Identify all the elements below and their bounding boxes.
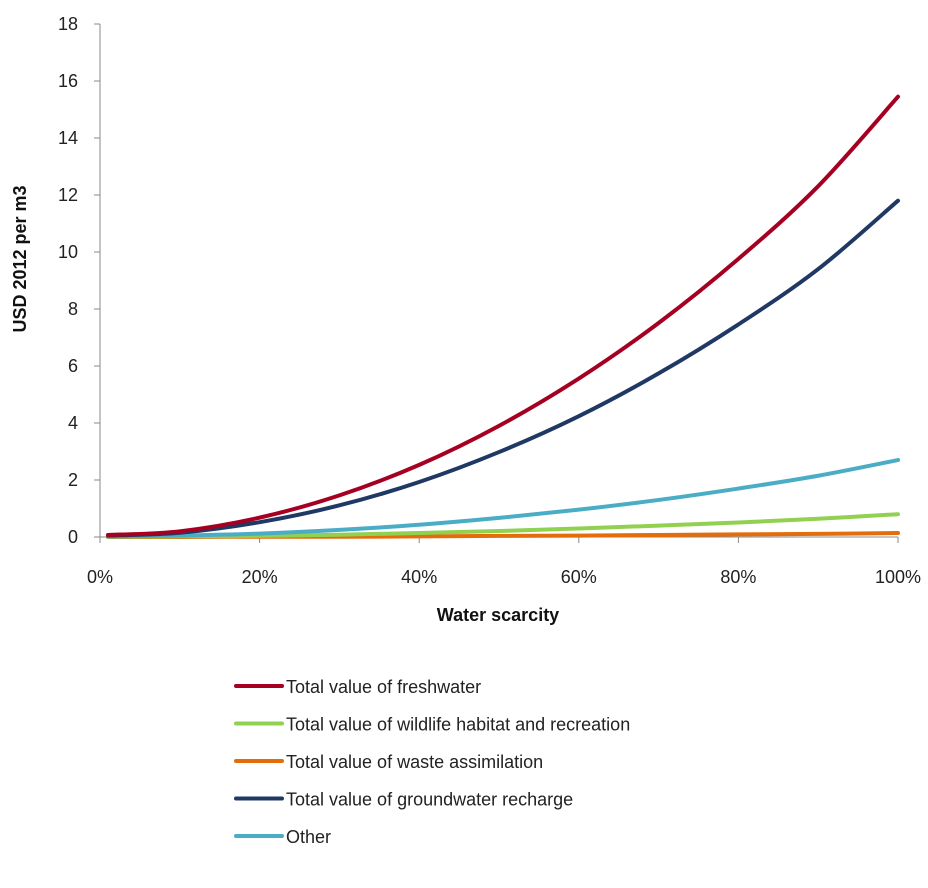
x-tick-label: 40% bbox=[401, 567, 437, 587]
y-tick-label: 18 bbox=[58, 14, 78, 34]
series-line-3 bbox=[105, 198, 900, 538]
legend: Total value of freshwater Total value of … bbox=[234, 677, 630, 847]
y-tick-label: 8 bbox=[68, 299, 78, 319]
y-tick-label: 12 bbox=[58, 185, 78, 205]
y-tick-label: 6 bbox=[68, 356, 78, 376]
y-tick-label: 4 bbox=[68, 413, 78, 433]
x-tick-label: 20% bbox=[242, 567, 278, 587]
x-tick-label: 100% bbox=[875, 567, 921, 587]
legend-label: Total value of waste assimilation bbox=[286, 752, 543, 772]
y-tick-label: 14 bbox=[58, 128, 78, 148]
y-tick-label: 10 bbox=[58, 242, 78, 262]
y-tick-label: 0 bbox=[68, 527, 78, 547]
y-tick-label: 16 bbox=[58, 71, 78, 91]
x-tick-label: 60% bbox=[561, 567, 597, 587]
series-line-4 bbox=[105, 458, 900, 539]
x-axis-title: Water scarcity bbox=[437, 605, 559, 625]
x-tick-label: 0% bbox=[87, 567, 113, 587]
legend-label: Total value of freshwater bbox=[286, 677, 481, 697]
x-axis-ticks: 0% 20% 40% 60% 80% 100% bbox=[87, 537, 921, 587]
plot-series bbox=[105, 94, 900, 540]
legend-label: Other bbox=[286, 827, 331, 847]
legend-label: Total value of groundwater recharge bbox=[286, 790, 573, 810]
y-tick-label: 2 bbox=[68, 470, 78, 490]
series-line-0 bbox=[105, 94, 900, 537]
y-axis-ticks: 0 2 4 6 8 10 12 14 16 18 bbox=[58, 14, 100, 547]
x-tick-label: 80% bbox=[720, 567, 756, 587]
legend-label: Total value of wildlife habitat and recr… bbox=[286, 715, 630, 735]
y-axis-title: USD 2012 per m3 bbox=[10, 185, 30, 332]
axes bbox=[99, 24, 898, 538]
